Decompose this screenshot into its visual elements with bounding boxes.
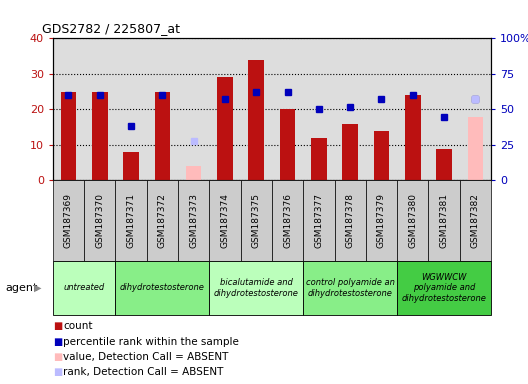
Bar <box>155 92 170 180</box>
Bar <box>405 95 421 180</box>
Text: count: count <box>63 321 93 331</box>
Text: GSM187379: GSM187379 <box>377 193 386 248</box>
Text: GSM187373: GSM187373 <box>189 193 198 248</box>
Bar <box>249 60 264 180</box>
Text: GSM187374: GSM187374 <box>221 194 230 248</box>
Text: bicalutamide and
dihydrotestosterone: bicalutamide and dihydrotestosterone <box>214 278 299 298</box>
Text: GSM187372: GSM187372 <box>158 194 167 248</box>
Text: GSM187378: GSM187378 <box>346 193 355 248</box>
Text: agent: agent <box>5 283 37 293</box>
Text: ▶: ▶ <box>34 283 42 293</box>
Text: value, Detection Call = ABSENT: value, Detection Call = ABSENT <box>63 352 229 362</box>
Text: GSM187375: GSM187375 <box>252 193 261 248</box>
Text: ■: ■ <box>53 352 62 362</box>
Text: GSM187376: GSM187376 <box>283 193 292 248</box>
Bar <box>468 117 483 180</box>
Text: dihydrotestosterone: dihydrotestosterone <box>120 283 205 293</box>
Text: GSM187382: GSM187382 <box>471 194 480 248</box>
Text: WGWWCW
polyamide and
dihydrotestosterone: WGWWCW polyamide and dihydrotestosterone <box>402 273 486 303</box>
Text: ■: ■ <box>53 367 62 377</box>
Text: untreated: untreated <box>63 283 105 293</box>
Text: GSM187369: GSM187369 <box>64 193 73 248</box>
Text: control polyamide an
dihydrotestosterone: control polyamide an dihydrotestosterone <box>306 278 394 298</box>
Bar <box>123 152 139 180</box>
Text: GSM187380: GSM187380 <box>408 193 417 248</box>
Text: rank, Detection Call = ABSENT: rank, Detection Call = ABSENT <box>63 367 224 377</box>
Bar <box>311 138 327 180</box>
Bar <box>280 109 295 180</box>
Bar <box>186 166 202 180</box>
Text: ■: ■ <box>53 337 62 347</box>
Text: GDS2782 / 225807_at: GDS2782 / 225807_at <box>42 22 180 35</box>
Text: GSM187371: GSM187371 <box>127 193 136 248</box>
Text: ■: ■ <box>53 321 62 331</box>
Bar <box>374 131 389 180</box>
Bar <box>217 78 233 180</box>
Bar <box>61 92 76 180</box>
Text: GSM187370: GSM187370 <box>95 193 104 248</box>
Bar <box>92 92 108 180</box>
Text: percentile rank within the sample: percentile rank within the sample <box>63 337 239 347</box>
Text: GSM187381: GSM187381 <box>440 193 449 248</box>
Bar <box>436 149 452 180</box>
Bar <box>342 124 358 180</box>
Text: GSM187377: GSM187377 <box>314 193 323 248</box>
